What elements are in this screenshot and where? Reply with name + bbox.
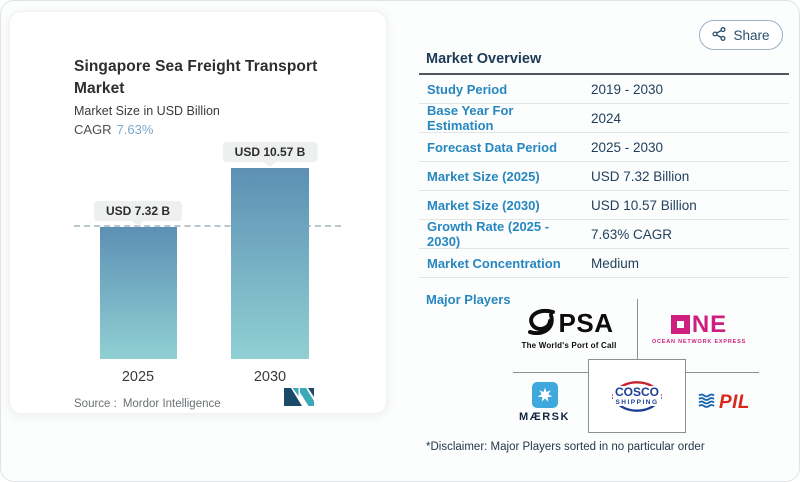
- player-psa: PSA The World's Port of Call: [501, 298, 637, 359]
- chart-subtitle: Market Size in USD Billion: [74, 104, 220, 118]
- row-value: USD 10.57 Billion: [591, 197, 697, 213]
- share-label: Share: [733, 27, 770, 43]
- share-button[interactable]: Share: [699, 20, 783, 50]
- share-icon: [712, 26, 727, 44]
- source-value: Mordor Intelligence: [122, 398, 221, 410]
- major-players-diagram: PSA The World's Port of Call NE OCEAN NE…: [501, 298, 793, 433]
- cagr-value: 7.63%: [116, 122, 154, 137]
- psa-logo-text: PSA: [558, 308, 614, 338]
- grid-divider-horizontal-right: [686, 372, 759, 373]
- pil-logo-text: PIL: [718, 391, 751, 413]
- row-label: Market Size (2030): [427, 197, 540, 213]
- row-label: Base Year For Estimation: [427, 103, 514, 133]
- one-logo-o-icon: [670, 315, 690, 334]
- chart-title: Singapore Sea Freight Transport Market: [74, 58, 318, 97]
- row-value: 2019 - 2030: [591, 81, 664, 97]
- row-value: Medium: [591, 255, 640, 271]
- psa-tagline: The World's Port of Call: [521, 341, 617, 350]
- player-cosco: COSCO SHIPPING: [588, 359, 686, 433]
- maersk-logo-text: MÆRSK: [519, 411, 570, 423]
- row-label: Growth Rate (2025 - 2030): [427, 219, 550, 249]
- grid-divider-horizontal-left: [513, 372, 588, 373]
- row-label: Forecast Data Period: [427, 139, 558, 155]
- table-row: Market Size (2025) USD 7.32 Billion: [419, 162, 789, 191]
- x-axis-label-2030: 2030: [253, 369, 287, 385]
- cagr-label: CAGR: [74, 122, 112, 137]
- one-logo-text: NE: [691, 310, 728, 338]
- pil-waves-icon: [697, 392, 717, 413]
- maersk-star-icon: [531, 382, 558, 408]
- table-row: Market Size (2030) USD 10.57 Billion: [419, 191, 789, 220]
- table-row: Market Concentration Medium: [419, 249, 789, 278]
- psa-swirl-icon: [525, 307, 557, 340]
- bar: [231, 168, 309, 359]
- source-label: Source :: [74, 398, 117, 410]
- market-size-chart-card: Singapore Sea Freight Transport Market M…: [9, 11, 387, 414]
- row-value: USD 7.32 Billion: [591, 168, 690, 184]
- row-label: Market Size (2025): [427, 168, 540, 184]
- row-label: Market Concentration: [427, 255, 561, 271]
- cosco-logo-text-line2: SHIPPING: [612, 399, 661, 407]
- player-pil: PIL: [686, 372, 761, 433]
- disclaimer-text: *Disclaimer: Major Players sorted in no …: [426, 441, 705, 453]
- reference-line: [74, 225, 341, 227]
- market-overview-table: Study Period 2019 - 2030 Base Year For E…: [419, 73, 789, 278]
- major-players-label: Major Players: [426, 292, 511, 307]
- row-label: Study Period: [427, 81, 508, 97]
- grid-divider-vertical: [637, 299, 638, 359]
- table-row: Study Period 2019 - 2030: [419, 75, 789, 104]
- market-overview-heading: Market Overview: [426, 51, 542, 67]
- value-badge-0: USD 7.32 B: [93, 201, 183, 226]
- mordor-intelligence-logo-icon: [284, 388, 314, 411]
- x-axis-label-2025: 2025: [121, 369, 155, 385]
- table-row: Growth Rate (2025 - 2030) 7.63% CAGR: [419, 219, 789, 249]
- cagr-row: CAGR 7.63%: [74, 122, 153, 137]
- source-row: Source : Mordor Intelligence: [74, 398, 221, 410]
- player-maersk: MÆRSK: [501, 372, 588, 433]
- row-value: 2024: [591, 110, 622, 126]
- cosco-logo-text-line1: COSCO: [612, 384, 661, 400]
- row-value: 2025 - 2030: [591, 139, 664, 155]
- bar: [100, 227, 177, 359]
- player-one: NE OCEAN NETWORK EXPRESS: [637, 298, 761, 359]
- value-badge-1: USD 10.57 B: [222, 142, 318, 167]
- one-tagline: OCEAN NETWORK EXPRESS: [651, 338, 747, 345]
- table-row: Base Year For Estimation 2024: [419, 103, 789, 133]
- row-value: 7.63% CAGR: [591, 226, 673, 242]
- table-row: Forecast Data Period 2025 - 2030: [419, 133, 789, 162]
